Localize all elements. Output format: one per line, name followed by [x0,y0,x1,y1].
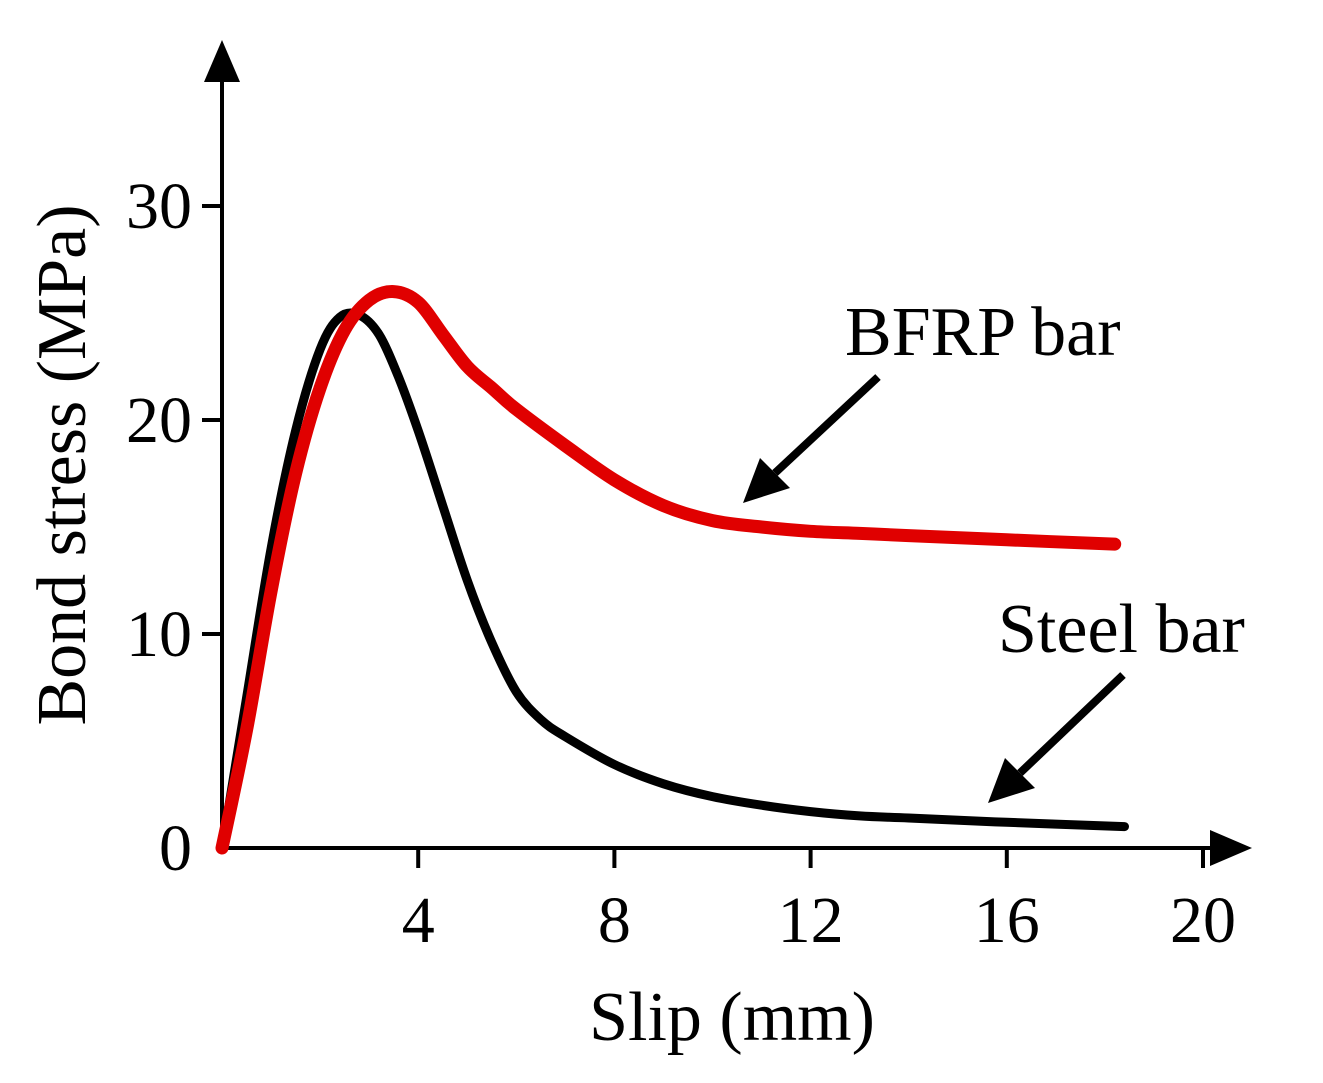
y-tick-label: 10 [126,598,192,671]
steel-bar-curve [217,308,1129,853]
x-axis-label: Slip (mm) [589,979,875,1056]
x-tick-label: 20 [1170,884,1236,957]
x-ticks: 4 8 12 16 20 [402,848,1236,957]
y-tick-label: 30 [126,170,192,243]
x-tick-label: 12 [778,884,844,957]
steel-bar-annotation: Steel bar [998,591,1245,668]
steel-annotation-arrow [988,672,1126,803]
x-tick-label: 8 [598,884,631,957]
y-axis-arrow [204,40,240,82]
bfrp-bar-annotation: BFRP bar [845,294,1121,371]
x-tick-label: 4 [402,884,435,957]
y-tick-label: 0 [159,812,192,885]
x-tick-label: 16 [974,884,1040,957]
bfrp-annotation-arrow [743,374,881,503]
y-ticks: 0 10 20 30 [126,170,222,885]
x-axis-arrow [1210,830,1252,866]
series-layer [215,285,1129,855]
y-tick-label: 20 [126,384,192,457]
bfrp-bar-curve [215,285,1122,855]
y-axis-label: Bond stress (MPa) [24,204,101,725]
axes [204,40,1252,866]
